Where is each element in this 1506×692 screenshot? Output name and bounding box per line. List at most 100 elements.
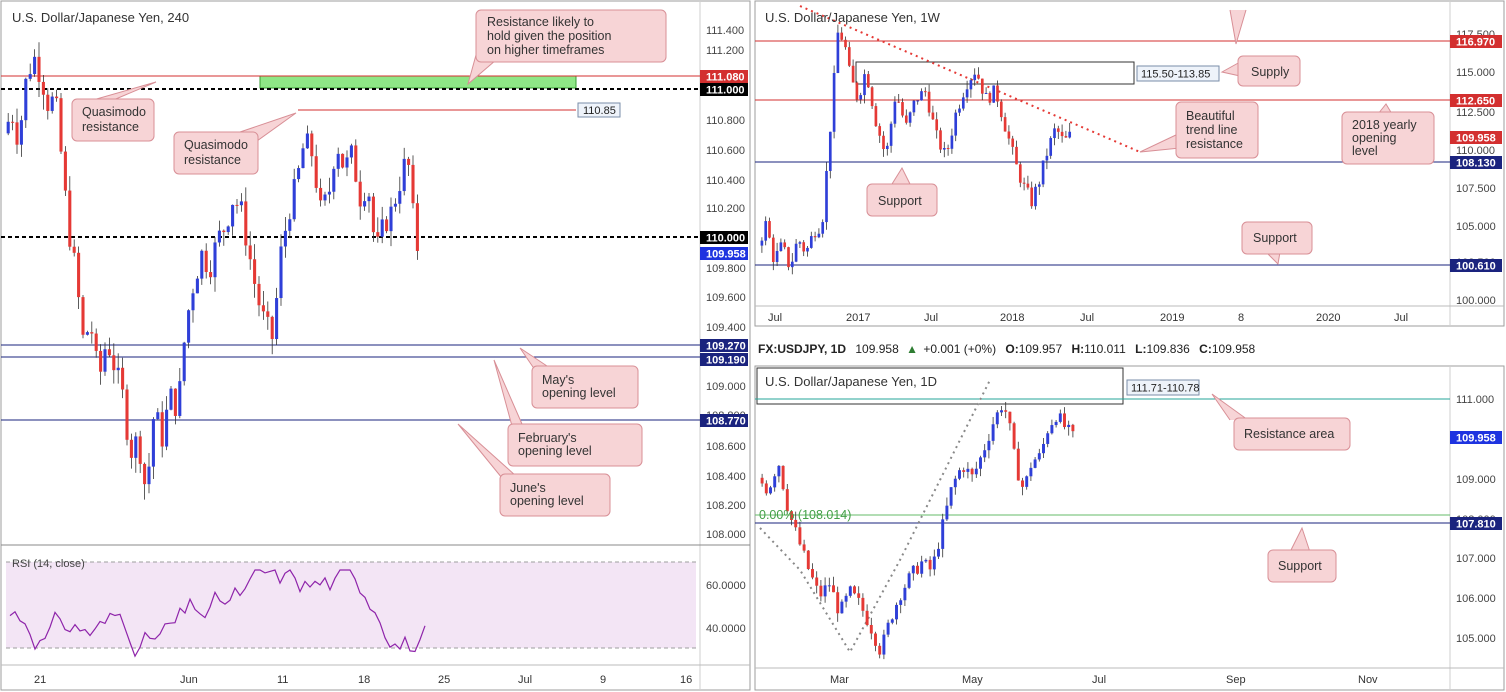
w-candle-body [1053,128,1056,139]
h4-candle-body [389,206,393,232]
d-x-tick: Sep [1226,674,1246,686]
d-y-tick: 106.000 [1456,593,1496,605]
w-candle-body [859,95,863,100]
w-candle-body [958,108,961,113]
h4-tag-cur: 109.958 [706,249,746,261]
weekly-tag-d: 108.130 [1456,158,1496,170]
w-candle-body [794,243,798,262]
h4-candle-body [283,230,287,247]
d-candle-body [811,569,814,578]
h4-y-tick: 110.200 [706,203,745,215]
d-x-tick: Jul [1092,674,1106,686]
h4-rsi-tick-40: 40.0000 [706,623,746,635]
h4-candle-body [336,153,340,169]
w-candle-body [920,91,923,101]
h4-tag-s2-bg [700,353,748,366]
weekly-supply-pointer [1220,61,1241,77]
weekly-candles [760,24,1072,275]
h4-may-pointer [519,347,551,371]
d-candle-body [916,565,919,574]
h4-candle-body [354,145,358,182]
h4-candles [6,42,419,500]
w-y-tick: 107.500 [1456,183,1496,195]
w-candle-body [783,242,787,248]
h4-candle-body [173,388,177,416]
h4-candle-body [134,436,138,458]
w-candle-body [965,89,969,98]
h4-candle-body [217,230,221,243]
h4-tag-cur-bg [700,247,748,260]
h4-candle-body [19,120,23,145]
h4-rsi-line [9,569,426,658]
w-candle-body [942,148,946,150]
d-candle-body [1071,424,1075,432]
d-y-tick: 111.000 [1456,394,1494,406]
w-x-tick: Jul [1394,312,1408,324]
d-candle-body [790,511,793,520]
h4-tag-s2: 109.190 [706,355,746,367]
w-candle-body [840,32,844,40]
h4-note-resistance [475,9,667,63]
h4-title: U.S. Dollar/Japanese Yen, 240 [12,10,189,25]
weekly-yearly-note [1341,111,1435,165]
w-candle-body [764,221,768,241]
d-candle-body [924,559,928,562]
w-x-tick: 2020 [1316,312,1340,324]
d-candle-body [844,595,848,602]
h4-tag-s1-bg [700,339,748,352]
w-candle-body [889,123,893,146]
d-candle-body [1004,410,1008,412]
d-candle-body [773,476,777,488]
h4-candle-body [90,332,94,334]
d-candle-body [995,412,999,425]
w-candle-body [992,85,996,103]
h4-candle-body [33,56,37,75]
h4-candle-body [6,121,10,134]
daily-zone-box [1126,379,1200,396]
d-candle-body [1008,411,1012,424]
h4-note-resistance-text: Resistance likely to hold given the posi… [487,15,615,57]
w-x-tick: Jul [1080,312,1094,324]
h4-candle-body [77,252,81,298]
d-candle-body [819,585,823,597]
h4-candle-body [143,463,147,485]
h4-candle-body [15,122,19,145]
h4-candle-body [297,168,301,180]
weekly-zone-label: 115.50-113.85 [1141,69,1210,81]
h4-candle-body [257,283,261,306]
h4-rsi-label: RSI (14, close) [12,558,85,570]
w-y-tick: 100.000 [1456,295,1496,307]
w-candle-body [935,119,939,131]
d-candle-body [945,505,949,520]
d-candle-body [890,619,894,623]
h4-candle-body [129,439,133,458]
d-candle-body [823,585,827,597]
d-candle-body [907,573,911,588]
daily-candles [760,401,1075,660]
w-candle-body [760,240,764,246]
w-x-tick: 2018 [1000,312,1024,324]
h4-candle-body [411,164,415,204]
w-x-tick: 2019 [1160,312,1184,324]
h4-tag-r1-bg [700,70,748,83]
weekly-x-ticks: Jul 2017 Jul 2018 Jul 2019 8 2020 Jul [768,312,1408,324]
d-candle-body [1042,443,1045,454]
daily-tag-sup: 107.810 [1456,519,1496,531]
d-candle-body [983,450,987,458]
w-candle-body [897,101,901,103]
h4-candle-body [380,219,384,237]
weekly-supply-zone [855,61,1135,85]
w-candle-body [802,242,806,252]
h4-x-tick: 18 [358,674,370,686]
d-candle-body [848,586,852,596]
w-candle-body [988,92,992,103]
d-candle-body [941,519,945,549]
h4-candle-body [314,156,318,188]
w-candle-body [787,247,790,268]
d-candle-body [1054,421,1058,426]
h4-tag-r3: 110.000 [706,233,745,245]
w-candle-body [771,237,775,262]
w-x-tick: 2017 [846,312,870,324]
h4-candle-body [156,412,160,420]
